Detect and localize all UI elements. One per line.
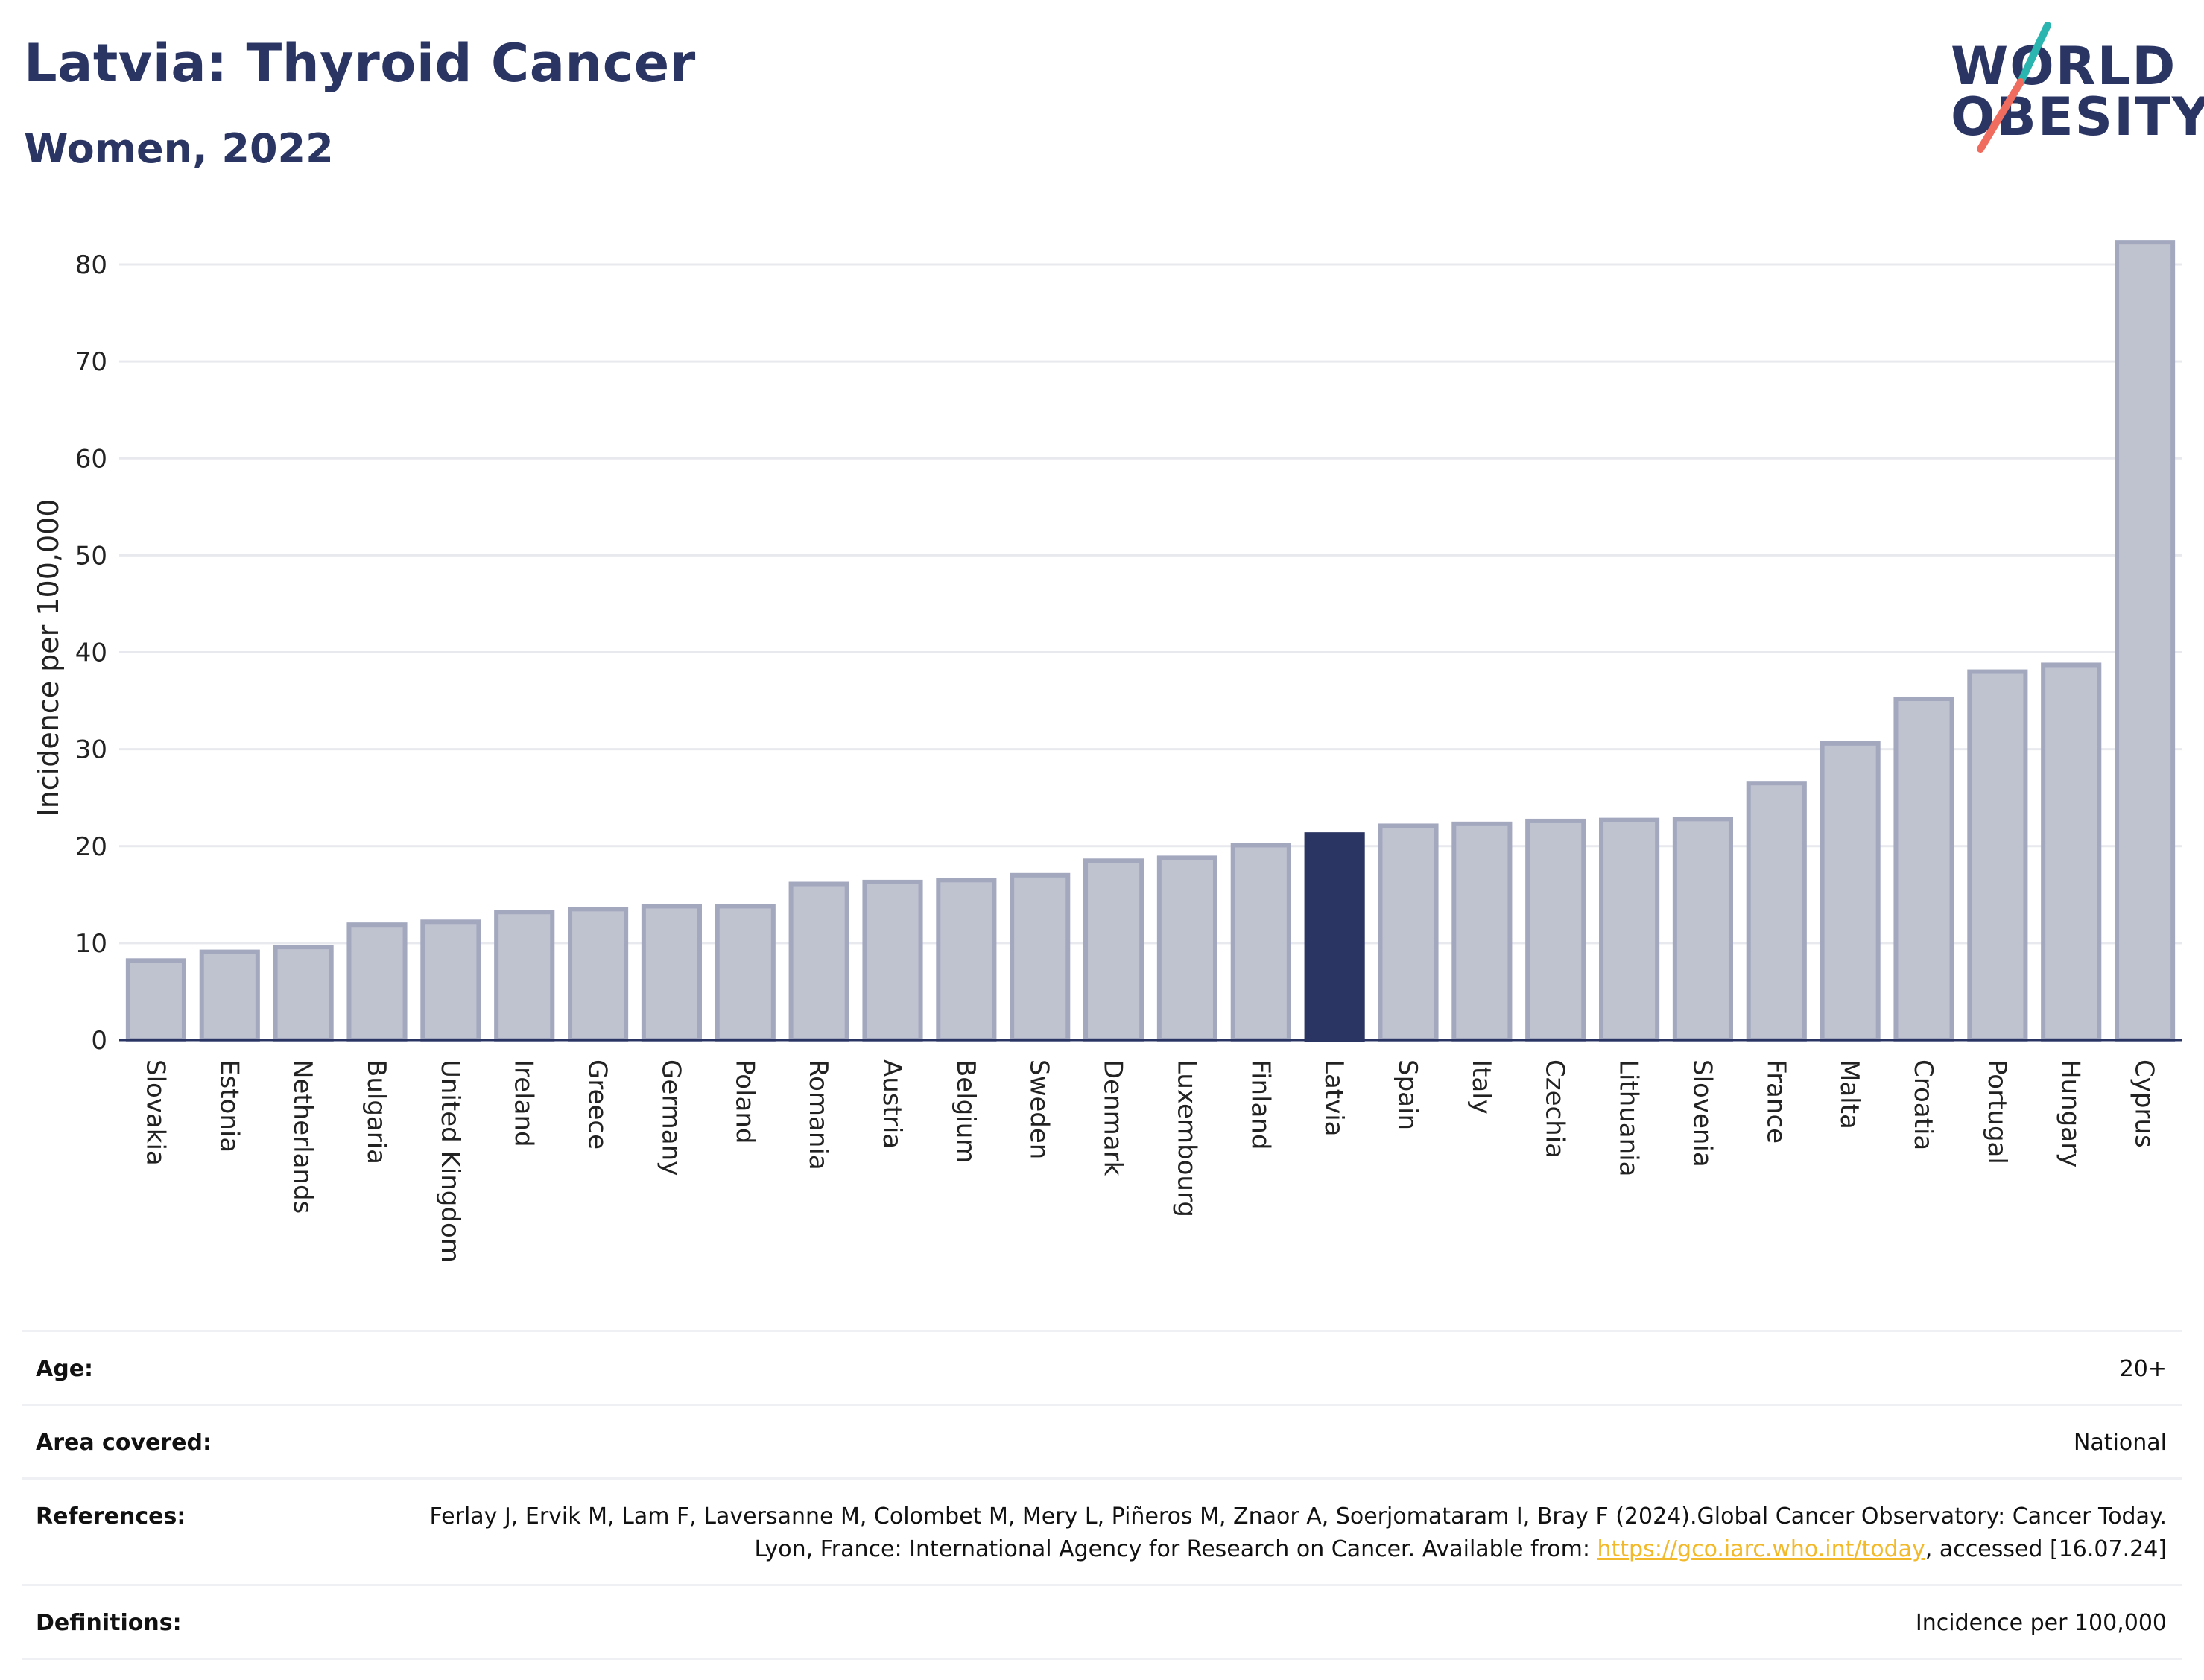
logo-slash-icon: [1977, 22, 2051, 153]
bar-belgium: [936, 878, 997, 1043]
info-row-area: Area covered: National: [22, 1404, 2182, 1477]
y-tick-label: 10: [75, 929, 107, 959]
x-tick-label: Netherlands: [288, 1059, 317, 1214]
x-tick-label: Romania: [803, 1059, 833, 1170]
definitions-value: Incidence per 100,000: [1915, 1610, 2167, 1636]
y-tick-label: 0: [91, 1026, 107, 1056]
x-tick-label: Spain: [1393, 1059, 1422, 1130]
y-tick-label: 80: [75, 250, 107, 280]
bar-cyprus: [2115, 240, 2176, 1043]
x-tick-label: Poland: [729, 1059, 759, 1144]
grid-lines: [119, 263, 2182, 945]
x-tick-label: Hungary: [2056, 1059, 2086, 1167]
x-tick-label: Belgium: [951, 1059, 981, 1163]
x-tick-label: Luxembourg: [1171, 1059, 1201, 1217]
bar-czechia: [1525, 818, 1586, 1043]
bar-greece: [568, 907, 629, 1043]
logo-line-1: WORLD: [1951, 36, 2177, 97]
bar-portugal: [1967, 669, 2028, 1042]
y-tick-label: 40: [75, 638, 107, 668]
info-row-definitions: Definitions: Incidence per 100,000: [22, 1584, 2182, 1660]
x-tick-label: Lithuania: [1614, 1059, 1644, 1176]
bar-sweden: [1010, 872, 1071, 1042]
world-obesity-logo: WORLD OBESITY: [1945, 21, 2204, 155]
references-tail: , accessed [16.07.24]: [1925, 1536, 2167, 1562]
bar-malta: [1820, 741, 1881, 1043]
info-table: Age: 20+ Area covered: National Referenc…: [22, 1330, 2182, 1660]
y-tick-label: 70: [75, 347, 107, 377]
bar-ireland: [494, 910, 555, 1042]
x-tick-label: Finland: [1245, 1059, 1275, 1150]
x-tick-label: Greece: [583, 1059, 612, 1150]
x-tick-label: Denmark: [1098, 1059, 1128, 1176]
references-text: Ferlay J, Ervik M, Lam F, Laversanne M, …: [429, 1503, 2167, 1562]
x-axis-labels: Slovakia Estonia Netherlands Bulgaria United…: [140, 1059, 2159, 1263]
bar-italy: [1451, 821, 1513, 1042]
area-label: Area covered:: [36, 1430, 212, 1456]
references-value: Ferlay J, Ervik M, Lam F, Laversanne M, …: [416, 1500, 2167, 1566]
area-value: National: [2073, 1430, 2167, 1456]
bar-netherlands: [273, 945, 334, 1042]
info-row-age: Age: 20+: [22, 1330, 2182, 1404]
references-link[interactable]: https://gco.iarc.who.int/today: [1597, 1536, 1925, 1562]
bar-denmark: [1083, 858, 1144, 1042]
x-tick-label: France: [1761, 1059, 1790, 1144]
bar-slovakia: [125, 958, 186, 1043]
bar-germany: [641, 904, 702, 1042]
bar-austria: [862, 879, 923, 1043]
bar-croatia: [1893, 696, 1954, 1043]
x-tick-label: Cyprus: [2129, 1059, 2159, 1148]
info-row-references: References: Ferlay J, Ervik M, Lam F, La…: [22, 1477, 2182, 1584]
chart-subtitle: Women, 2022: [24, 125, 334, 172]
bar-luxembourg: [1156, 855, 1217, 1043]
bar-lithuania: [1599, 817, 1660, 1042]
bar-romania: [788, 881, 849, 1042]
age-label: Age:: [36, 1356, 94, 1382]
y-tick-label: 50: [75, 541, 107, 571]
x-tick-label: Bulgaria: [361, 1059, 391, 1164]
bar-finland: [1230, 843, 1291, 1042]
x-tick-label: Sweden: [1025, 1059, 1054, 1159]
chart-title: Latvia: Thyroid Cancer: [24, 33, 696, 94]
x-tick-label: Malta: [1834, 1059, 1864, 1129]
y-axis-ticks: 0 10 20 30 40 50 60 70 80: [75, 250, 107, 1056]
bar-slovenia: [1672, 817, 1733, 1043]
x-tick-label: Austria: [877, 1059, 907, 1149]
x-tick-label: United Kingdom: [435, 1059, 465, 1263]
x-tick-label: Croatia: [1908, 1059, 1938, 1150]
bar-hungary: [2041, 662, 2102, 1042]
references-label: References:: [36, 1503, 186, 1530]
bar-latvia: [1304, 832, 1365, 1042]
x-tick-label: Slovenia: [1687, 1059, 1717, 1167]
y-tick-label: 60: [75, 444, 107, 474]
bar-estonia: [199, 949, 260, 1042]
bar-chart: 0 10 20 30 40 50 60 70 80 Slovakia Estonia Netherl…: [32, 240, 2182, 1263]
bar-poland: [715, 904, 776, 1042]
x-tick-label: Slovakia: [140, 1059, 170, 1166]
bar-united-kingdom: [420, 919, 481, 1042]
y-tick-label: 30: [75, 735, 107, 765]
x-tick-label: Germany: [656, 1059, 685, 1176]
x-tick-label: Italy: [1466, 1059, 1496, 1115]
y-tick-label: 20: [75, 832, 107, 862]
bar-spain: [1378, 823, 1439, 1042]
x-tick-label: Latvia: [1319, 1059, 1349, 1137]
bar-bulgaria: [346, 922, 408, 1042]
x-tick-label: Estonia: [214, 1059, 244, 1153]
x-tick-label: Czechia: [1540, 1059, 1570, 1158]
bars: [125, 240, 2176, 1043]
definitions-label: Definitions:: [36, 1610, 182, 1636]
x-tick-label: Ireland: [509, 1059, 539, 1147]
y-axis-title: Incidence per 100,000: [32, 498, 65, 817]
x-tick-label: Portugal: [1982, 1059, 2012, 1164]
age-value: 20+: [2119, 1356, 2167, 1382]
bar-france: [1746, 781, 1807, 1042]
